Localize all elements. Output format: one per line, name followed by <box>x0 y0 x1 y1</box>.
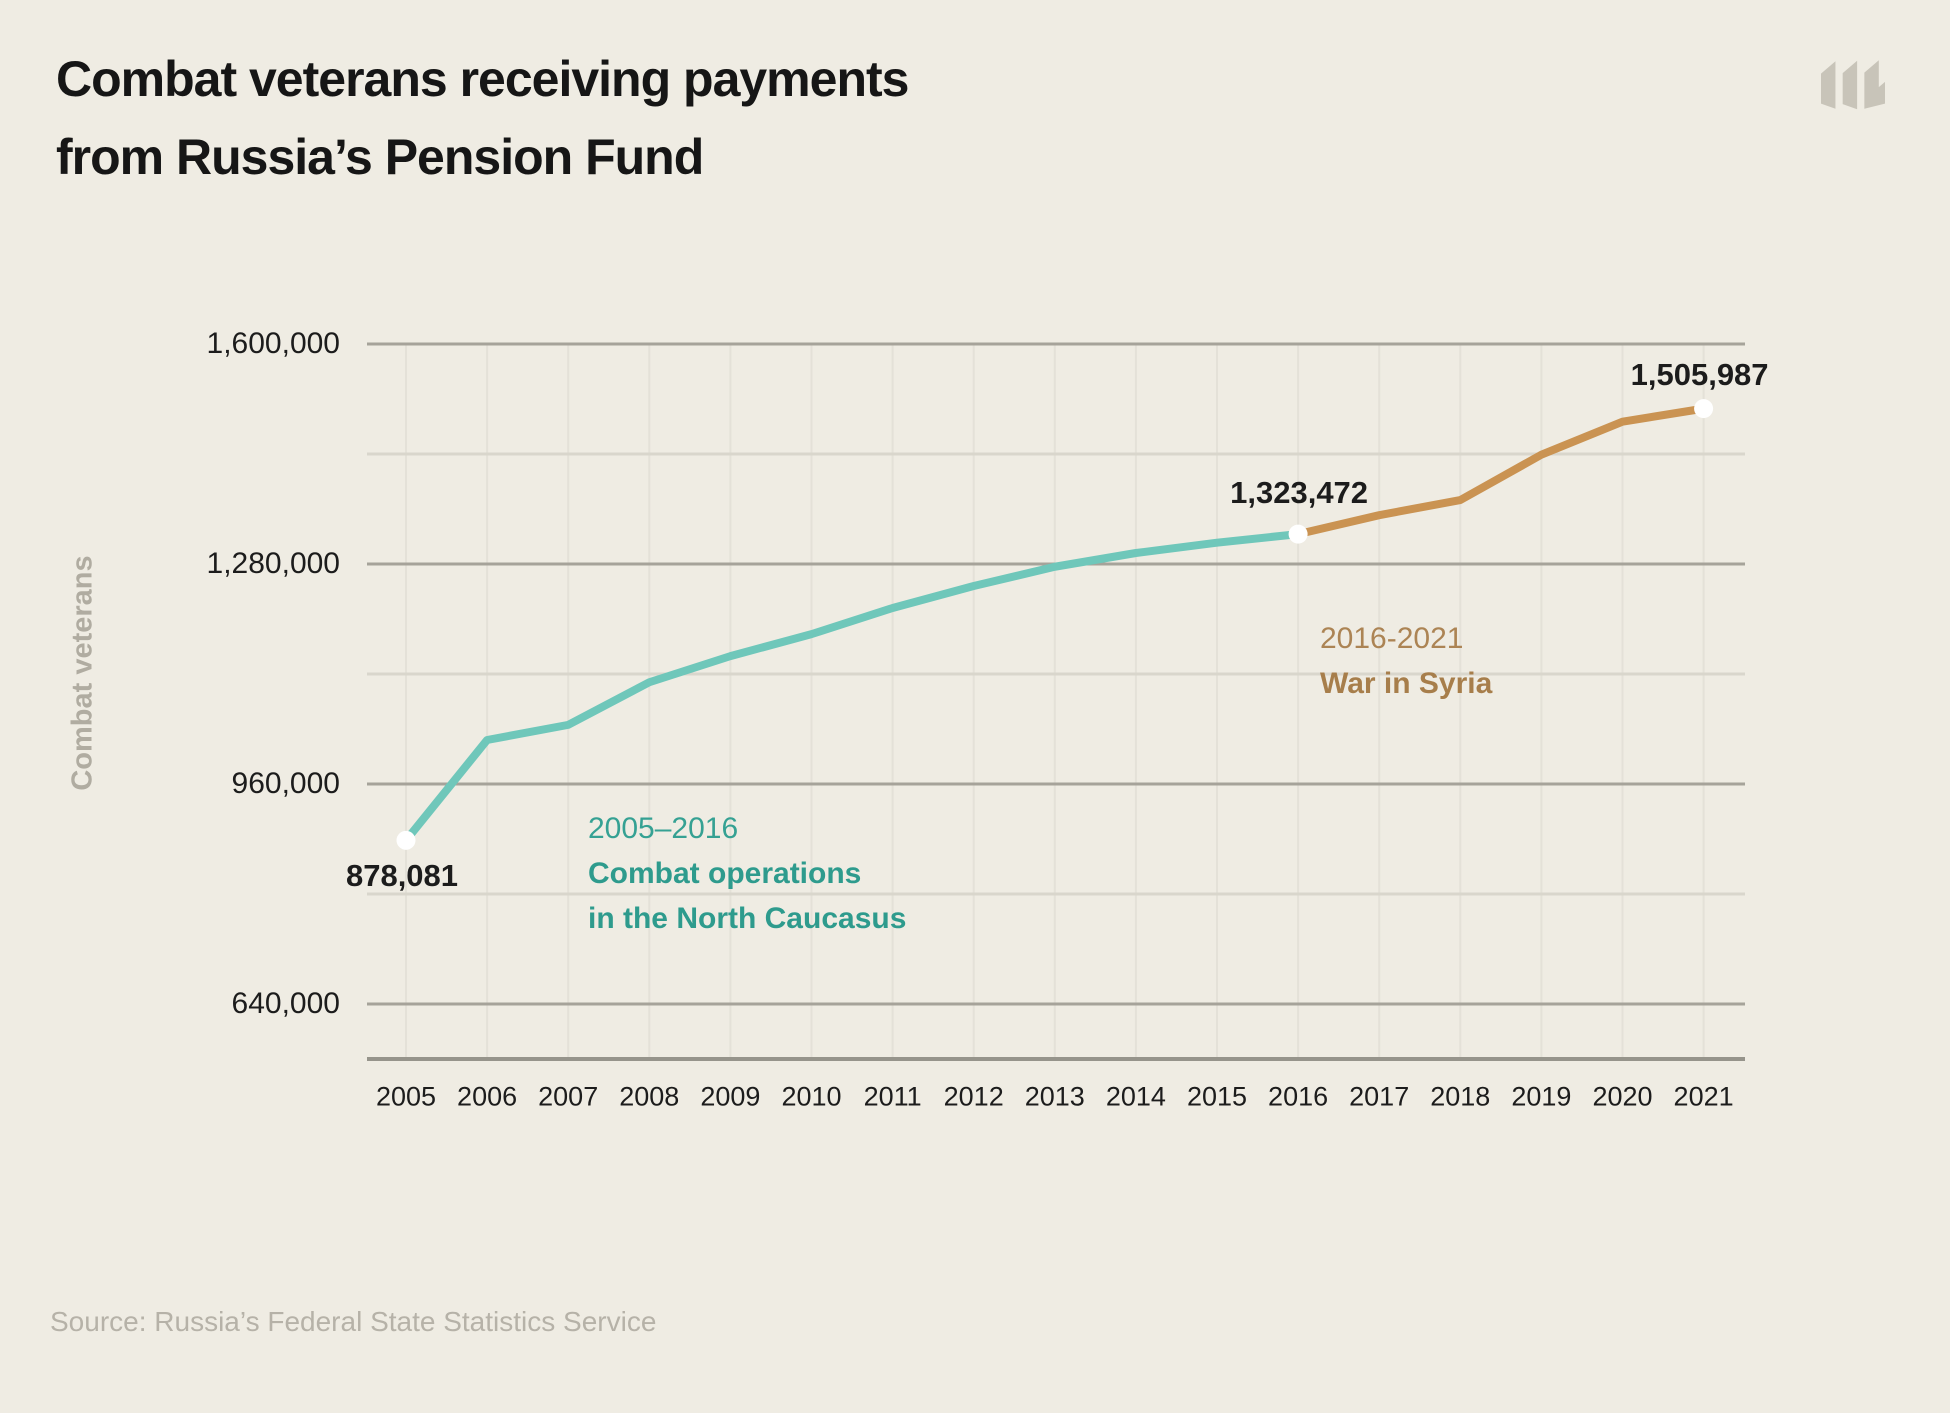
annotation-north-caucasus: 2005–2016 Combat operations in the North… <box>588 806 906 941</box>
x-tick-label: 2011 <box>863 1081 922 1112</box>
y-tick-label: 640,000 <box>231 987 340 1020</box>
x-tick-label: 2019 <box>1511 1081 1572 1112</box>
data-point-2021 <box>1694 399 1714 419</box>
x-tick-label: 2017 <box>1349 1081 1410 1112</box>
meduza-logo-icon <box>1821 60 1885 110</box>
x-tick-label: 2015 <box>1186 1081 1248 1112</box>
x-tick-label: 2016 <box>1268 1081 1329 1112</box>
data-point-2005 <box>396 830 416 850</box>
x-tick-label: 2005 <box>375 1081 437 1112</box>
x-tick-label: 2006 <box>457 1081 518 1112</box>
page-title: Combat veterans receiving payments from … <box>56 40 909 196</box>
x-tick-label: 2008 <box>619 1081 680 1112</box>
data-point-2016 <box>1288 524 1308 544</box>
series-line-north-caucasus <box>402 530 1303 845</box>
x-tick-label: 2010 <box>781 1081 842 1112</box>
x-tick-label: 2014 <box>1105 1081 1166 1112</box>
annotation-syria-line1: War in Syria <box>1320 667 1493 700</box>
annotation-syria-period: 2016-2021 <box>1320 622 1464 655</box>
page-title-line-2: from Russia’s Pension Fund <box>56 129 704 185</box>
x-tick-label: 2021 <box>1673 1081 1734 1112</box>
x-tick-label: 2018 <box>1430 1081 1491 1112</box>
annotation-north-caucasus-period: 2005–2016 <box>588 812 739 845</box>
x-tick-label: 2013 <box>1024 1081 1085 1112</box>
series-line-syria <box>1294 404 1708 539</box>
x-tick-label: 2020 <box>1592 1081 1653 1112</box>
data-point-label-2005: 878,081 <box>345 858 459 894</box>
annotation-syria: 2016-2021 War in Syria <box>1320 616 1492 706</box>
data-point-label-2021: 1,505,987 <box>1630 356 1769 392</box>
x-tick-label: 2012 <box>943 1081 1004 1112</box>
x-tick-label: 2007 <box>538 1081 599 1112</box>
annotation-north-caucasus-line2: in the North Caucasus <box>588 902 907 935</box>
annotation-north-caucasus-line1: Combat operations <box>588 857 862 890</box>
page-title-line-1: Combat veterans receiving payments <box>56 51 909 107</box>
source-note: Source: Russia’s Federal State Statistic… <box>50 1306 657 1337</box>
x-tick-label: 2009 <box>700 1081 761 1112</box>
data-point-label-2016: 1,323,472 <box>1230 475 1369 511</box>
y-tick-label: 960,000 <box>231 767 340 800</box>
y-tick-label: 1,600,000 <box>206 327 340 360</box>
y-tick-label: 1,280,000 <box>206 547 340 580</box>
